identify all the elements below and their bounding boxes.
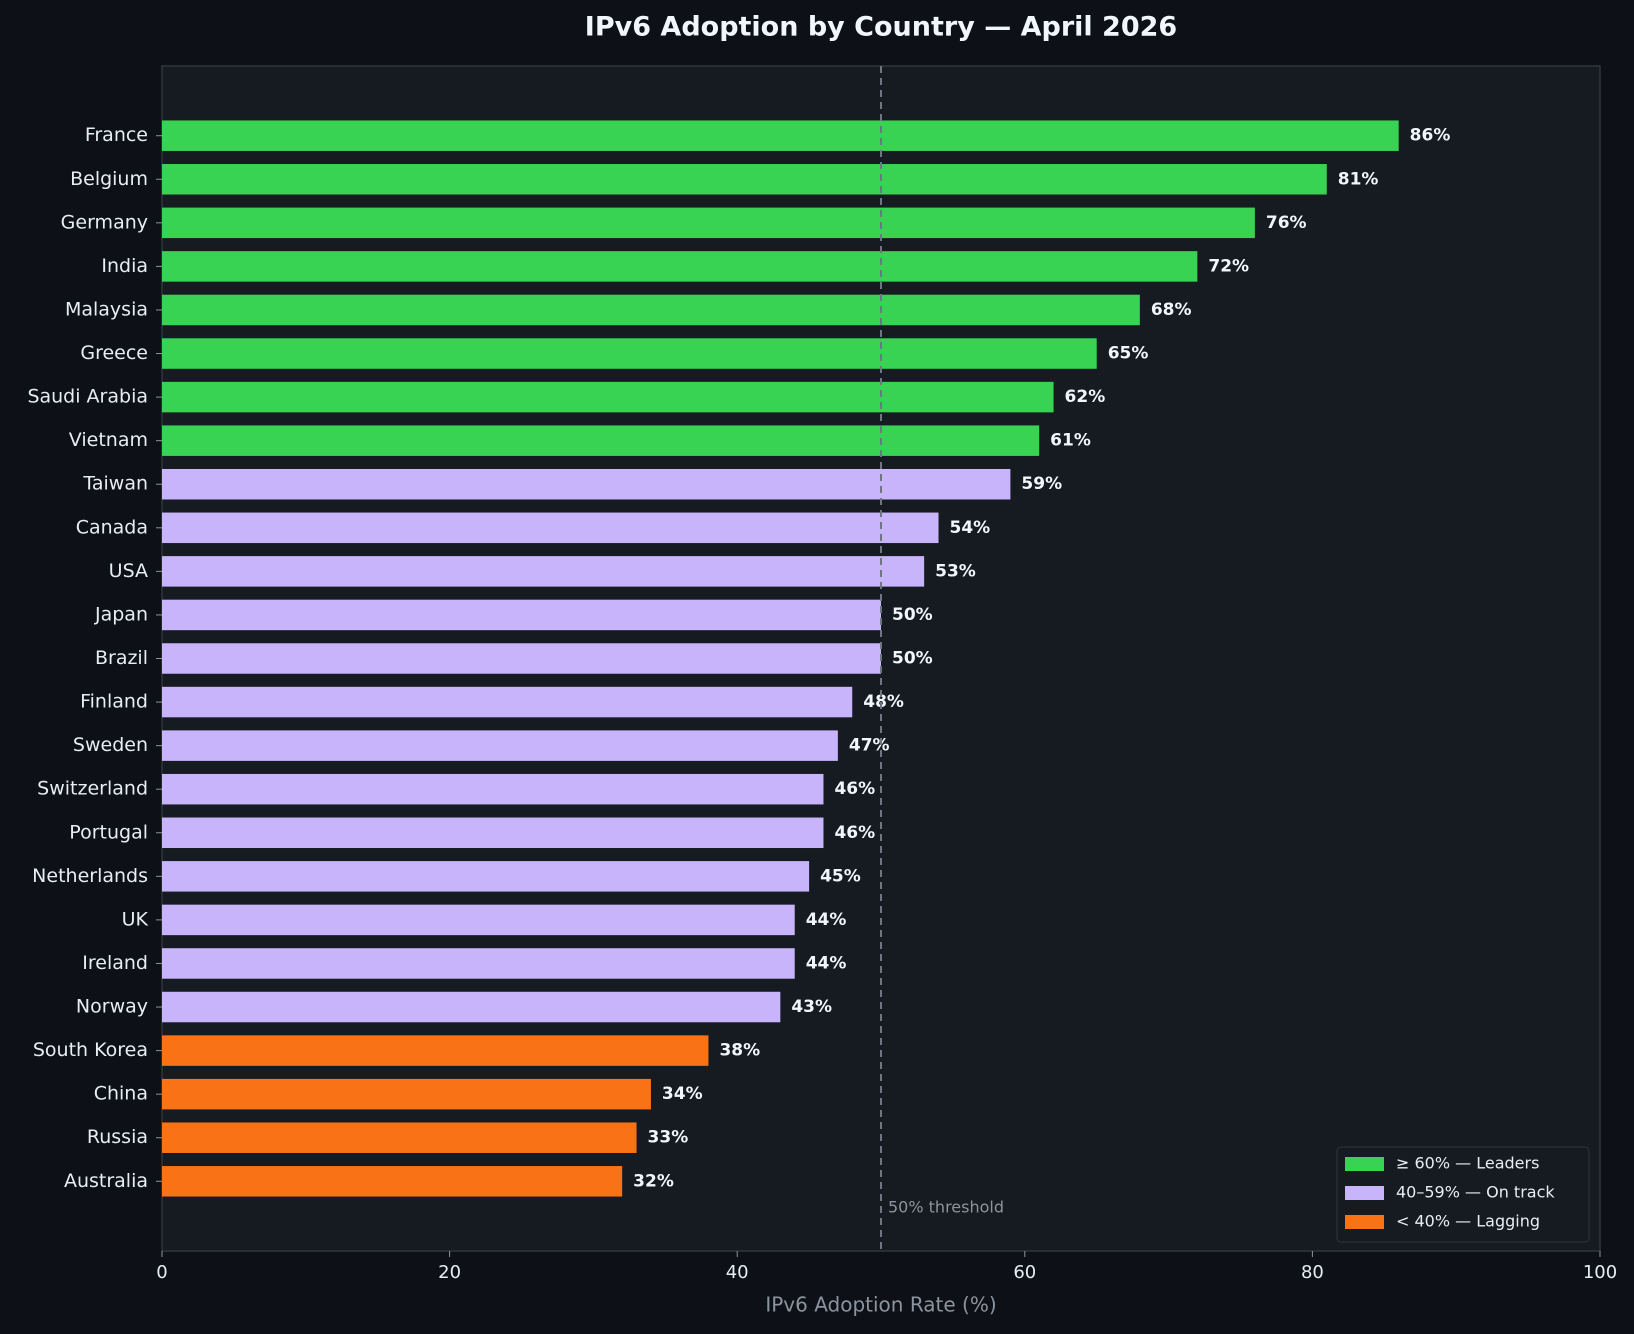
bar (162, 164, 1327, 195)
legend-label: < 40% — Lagging (1396, 1212, 1540, 1231)
x-tick-label: 60 (1013, 1262, 1036, 1283)
bar (162, 294, 1140, 326)
value-label: 50% (892, 649, 933, 669)
y-tick-label: Malaysia (65, 298, 148, 320)
value-label: 47% (849, 736, 890, 756)
y-tick-label: UK (122, 908, 149, 930)
value-label: 59% (1021, 474, 1062, 494)
value-label: 46% (834, 823, 875, 843)
value-label: 61% (1050, 431, 1091, 451)
legend-swatch (1345, 1157, 1384, 1171)
bar (162, 686, 853, 718)
x-tick-label: 100 (1583, 1262, 1617, 1283)
x-tick-label: 20 (438, 1262, 461, 1283)
value-label: 44% (806, 910, 847, 930)
value-label: 53% (935, 561, 976, 581)
y-tick-label: France (85, 124, 148, 146)
value-label: 65% (1108, 344, 1149, 364)
y-tick-label: Finland (80, 691, 148, 713)
bar (162, 512, 939, 544)
bar (162, 1035, 709, 1066)
bar (162, 468, 1011, 500)
bar (162, 338, 1097, 369)
y-tick-label: Belgium (70, 168, 148, 190)
legend-label: ≥ 60% — Leaders (1396, 1154, 1539, 1173)
value-label: 62% (1065, 387, 1106, 407)
bar (162, 1166, 623, 1197)
value-label: 34% (662, 1084, 703, 1104)
value-label: 50% (892, 605, 933, 625)
y-tick-label: South Korea (33, 1039, 148, 1061)
value-label: 68% (1151, 300, 1192, 320)
bar (162, 817, 824, 849)
value-label: 43% (791, 997, 832, 1017)
y-tick-label: Taiwan (82, 473, 148, 495)
x-tick-label: 40 (726, 1262, 749, 1283)
value-label: 32% (633, 1171, 674, 1191)
y-tick-label: Saudi Arabia (27, 386, 148, 408)
y-tick-label: Sweden (73, 734, 148, 756)
bar (162, 991, 781, 1023)
x-axis-label: IPv6 Adoption Rate (%) (765, 1293, 996, 1317)
bar (162, 381, 1054, 413)
bar (162, 120, 1399, 151)
bar (162, 251, 1198, 282)
y-tick-label: China (94, 1083, 148, 1105)
legend-label: 40–59% — On track (1396, 1183, 1555, 1202)
legend-box (1336, 1146, 1590, 1243)
y-tick-label: Russia (87, 1126, 148, 1148)
y-tick-label: Japan (94, 603, 148, 625)
legend-swatch (1345, 1215, 1384, 1229)
threshold-label: 50% threshold (888, 1198, 1004, 1217)
y-tick-label: Ireland (82, 952, 148, 974)
bar (162, 599, 881, 631)
value-label: 72% (1208, 256, 1249, 276)
x-tick-label: 0 (156, 1262, 167, 1283)
x-tick-label: 80 (1301, 1262, 1324, 1283)
bar (162, 730, 838, 761)
bar (162, 207, 1255, 239)
value-label: 44% (806, 953, 847, 973)
bar (162, 425, 1040, 456)
bar (162, 556, 925, 587)
value-label: 48% (863, 692, 904, 712)
value-label: 54% (950, 518, 991, 538)
y-tick-label: Netherlands (32, 865, 148, 887)
value-label: 81% (1338, 169, 1379, 189)
legend-swatch (1345, 1186, 1384, 1200)
chart-title: IPv6 Adoption by Country — April 2026 (585, 12, 1177, 43)
y-tick-label: Germany (61, 211, 148, 233)
bar (162, 948, 795, 979)
value-label: 46% (834, 779, 875, 799)
y-tick-label: Greece (80, 342, 148, 364)
value-label: 76% (1266, 213, 1307, 233)
y-tick-label: Australia (64, 1170, 148, 1192)
y-tick-label: Canada (76, 516, 148, 538)
value-label: 45% (820, 866, 861, 886)
value-label: 38% (719, 1041, 760, 1061)
bar (162, 1122, 637, 1153)
y-tick-label: Portugal (69, 821, 148, 843)
y-tick-label: India (101, 255, 148, 277)
bar (162, 861, 810, 892)
bar (162, 904, 795, 936)
bar (162, 1078, 651, 1110)
value-label: 86% (1410, 126, 1451, 146)
y-tick-label: Switzerland (37, 778, 148, 800)
bar (162, 643, 881, 674)
y-tick-label: Norway (76, 996, 148, 1018)
y-tick-label: USA (109, 560, 148, 582)
value-label: 33% (648, 1128, 689, 1148)
bar (162, 773, 824, 805)
y-tick-label: Vietnam (69, 429, 148, 451)
y-tick-label: Brazil (95, 647, 148, 669)
